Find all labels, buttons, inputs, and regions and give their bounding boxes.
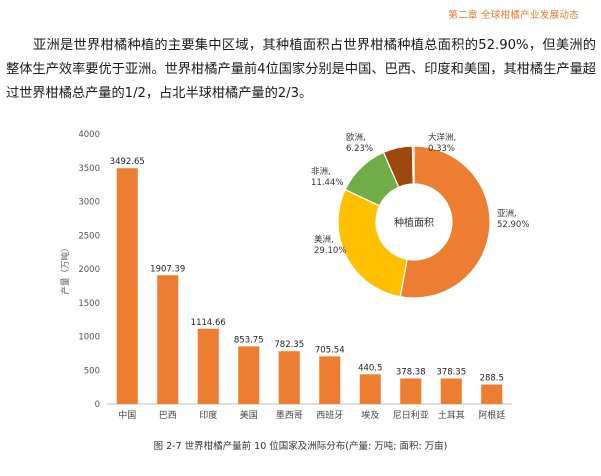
slice-name-label: 亚洲, — [497, 209, 517, 219]
bar-value-label: 1907.39 — [150, 264, 185, 274]
slice-percent-label: 52.90% — [497, 220, 529, 230]
figure-caption: 图 2-7 世界柑橘产量前 10 位国家及洲际分布(产量: 万吨; 面积: 万亩… — [153, 441, 448, 452]
slice-name-label: 美洲, — [314, 234, 334, 245]
category-label: 印度 — [199, 409, 217, 421]
body-paragraph: 亚洲是世界柑橘种植的主要集中区域，其种植面积占世界柑橘种植总面积的52.90%，… — [6, 38, 596, 101]
bar-9 — [440, 378, 462, 404]
bar-chart: 0 500 1000 1500 2000 2500 3000 3500 4000 产量（万吨） 34… — [60, 130, 512, 421]
y-tick-label: 3000 — [78, 198, 100, 208]
slice-name-label: 大洋洲, — [428, 132, 456, 143]
slice-percent-label: 0.33% — [428, 144, 455, 154]
category-label: 巴西 — [159, 410, 177, 421]
donut-slice-2 — [337, 188, 408, 298]
donut-slice-5 — [411, 145, 415, 185]
category-label: 尼日利亚 — [393, 409, 429, 421]
bar-4 — [238, 346, 260, 404]
y-tick-label: 500 — [84, 366, 100, 376]
category-label: 墨西哥 — [276, 410, 303, 421]
bar-value-label: 378.35 — [436, 367, 466, 377]
category-label: 阿根廷 — [478, 409, 505, 421]
slice-percent-label: 11.44% — [311, 178, 343, 188]
citrus-production-figure: 0 500 1000 1500 2000 2500 3000 3500 4000 产量（万吨） 34… — [60, 130, 529, 421]
bar-value-label: 1114.66 — [191, 318, 226, 328]
slice-percent-label: 29.10% — [314, 246, 346, 256]
bar-5 — [278, 351, 300, 404]
slice-percent-label: 6.23% — [346, 144, 373, 154]
y-axis-label: 产量（万吨） — [60, 243, 71, 294]
category-label: 中国 — [118, 409, 136, 421]
bar-value-label: 440.5 — [358, 363, 382, 373]
bar-10 — [481, 384, 503, 404]
bar-value-label: 705.54 — [315, 345, 345, 355]
y-tick-label: 2000 — [78, 265, 100, 275]
bar-value-label: 853.75 — [234, 335, 264, 345]
y-tick-label: 0 — [95, 400, 100, 410]
y-tick-label: 3500 — [78, 164, 100, 174]
donut-center-label: 种植面积 — [394, 216, 434, 229]
bar-value-label: 782.35 — [274, 340, 304, 350]
chapter-header: 第二章 全球柑橘产业发展动态 — [448, 10, 579, 21]
donut-chart: 亚洲,52.90% 美洲,29.10% 非洲,11.44% 欧洲,6.23% 大洋洲,0… — [311, 132, 529, 299]
bar-value-label: 378.38 — [396, 367, 426, 377]
category-label: 埃及 — [361, 409, 379, 421]
bar-2 — [157, 275, 179, 404]
bar-6 — [319, 356, 341, 404]
bar-1 — [116, 168, 138, 404]
bar-value-label: 3492.65 — [110, 157, 145, 167]
bar-7 — [359, 374, 381, 404]
bar-3 — [197, 328, 219, 404]
bar-8 — [400, 378, 422, 404]
y-tick-label: 2500 — [78, 231, 100, 241]
category-label: 土耳其 — [438, 409, 465, 421]
y-tick-label: 4000 — [78, 130, 100, 140]
slice-name-label: 欧洲, — [346, 132, 366, 143]
y-tick-label: 1000 — [78, 333, 100, 343]
y-tick-label: 1500 — [78, 299, 100, 309]
donut-slice-1 — [399, 145, 491, 299]
slice-name-label: 非洲, — [311, 166, 331, 177]
bar-value-label: 288.5 — [480, 374, 504, 384]
category-label: 美国 — [240, 409, 258, 421]
category-label: 西班牙 — [316, 409, 343, 421]
